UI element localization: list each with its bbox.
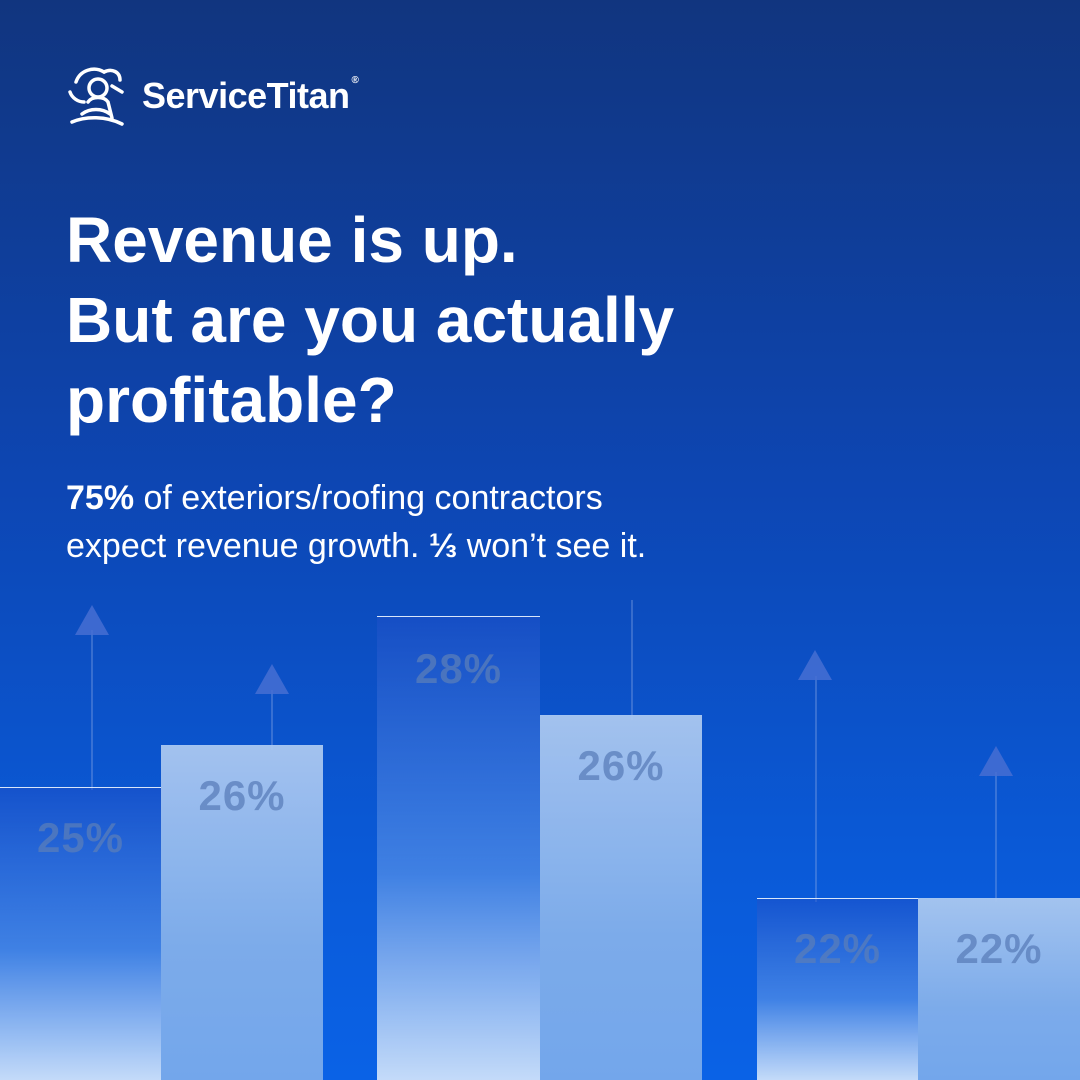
registered-mark: ® <box>351 75 359 86</box>
arrow-line <box>815 676 817 902</box>
bar-2: 26% <box>161 745 323 1080</box>
headline: Revenue is up. But are you actually prof… <box>66 200 1026 440</box>
arrow-line <box>91 630 93 790</box>
subheadline-stat: 75% <box>66 479 135 517</box>
up-arrow-icon <box>979 746 1013 776</box>
bar-1-label: 25% <box>36 814 125 861</box>
bar-5-label: 22% <box>793 925 882 972</box>
bar-5: 22% <box>757 898 918 1080</box>
headline-line-3: profitable? <box>66 364 397 436</box>
bar-3: 28% <box>377 616 540 1080</box>
bar-3-label: 28% <box>414 645 503 692</box>
arrow-line <box>995 772 997 902</box>
brand-logo: ServiceTitan ® <box>62 62 359 130</box>
subheadline-text-2: expect revenue growth. <box>66 527 429 565</box>
bar-6-label: 22% <box>955 925 1043 972</box>
arrow-line <box>271 690 273 750</box>
subheadline-fraction: ⅓ <box>428 527 458 565</box>
subheadline-text-1: of exteriors/roofing contractors <box>134 479 603 517</box>
up-arrow-icon <box>255 664 289 694</box>
bar-6: 22% <box>918 898 1080 1080</box>
up-arrow-icon <box>75 605 109 635</box>
headline-line-1: Revenue is up. <box>66 204 518 276</box>
subheadline-text-3: won’t see it. <box>457 527 647 565</box>
bar-4-label: 26% <box>577 742 665 789</box>
bar-4: 26% <box>540 715 702 1080</box>
up-arrow-icon <box>798 650 832 680</box>
bar-1: 25% <box>0 787 161 1080</box>
brand-name: ServiceTitan ® <box>142 75 359 116</box>
headline-line-2: But are you actually <box>66 284 675 356</box>
arrow-line <box>631 600 633 720</box>
titan-figure-icon <box>68 67 124 126</box>
subheadline: 75% of exteriors/roofing contractors exp… <box>66 474 1026 570</box>
bar-2-label: 26% <box>198 772 286 819</box>
